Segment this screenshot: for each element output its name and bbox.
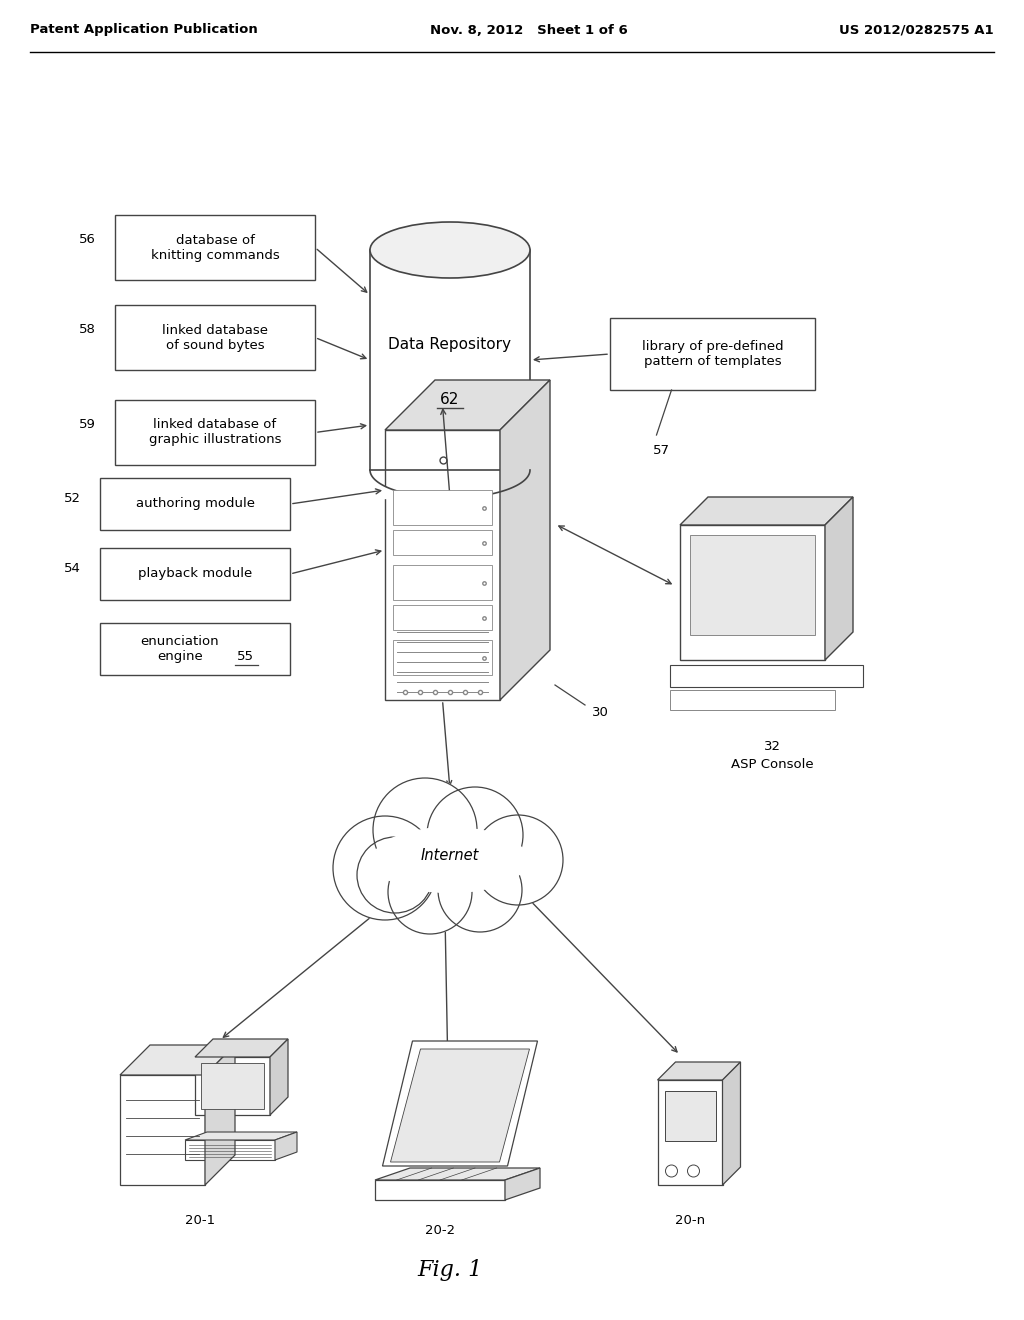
Text: 54: 54 <box>63 562 81 576</box>
Bar <box>393 640 492 675</box>
Text: Data Repository: Data Repository <box>388 338 512 352</box>
Ellipse shape <box>373 828 527 892</box>
Text: 55: 55 <box>237 651 254 664</box>
Text: Nov. 8, 2012   Sheet 1 of 6: Nov. 8, 2012 Sheet 1 of 6 <box>430 24 628 37</box>
Polygon shape <box>505 1168 540 1200</box>
Bar <box>610 318 815 389</box>
Bar <box>115 400 315 465</box>
Text: 32: 32 <box>764 741 781 754</box>
Bar <box>370 249 530 470</box>
Polygon shape <box>270 1039 288 1115</box>
Polygon shape <box>825 498 853 660</box>
Polygon shape <box>680 498 853 525</box>
Polygon shape <box>500 380 550 700</box>
Text: 20-2: 20-2 <box>425 1224 455 1237</box>
Bar <box>393 531 492 554</box>
Text: 56: 56 <box>79 234 95 246</box>
Bar <box>375 1180 505 1200</box>
Bar <box>120 1074 205 1185</box>
Bar <box>185 1140 275 1160</box>
Text: 52: 52 <box>63 492 81 506</box>
Circle shape <box>438 847 522 932</box>
Circle shape <box>687 1166 699 1177</box>
Polygon shape <box>385 380 550 430</box>
Text: 20-1: 20-1 <box>185 1213 215 1226</box>
Text: database of
knitting commands: database of knitting commands <box>151 234 280 261</box>
Text: authoring module: authoring module <box>135 498 255 511</box>
Bar <box>680 525 825 660</box>
Bar <box>201 1063 264 1109</box>
Text: Patent Application Publication: Patent Application Publication <box>30 24 258 37</box>
Text: 58: 58 <box>79 323 95 337</box>
Polygon shape <box>375 1168 540 1180</box>
Text: linked database
of sound bytes: linked database of sound bytes <box>162 323 268 351</box>
Circle shape <box>666 1166 678 1177</box>
Bar <box>393 490 492 525</box>
Bar <box>195 1057 270 1115</box>
Bar <box>115 305 315 370</box>
Circle shape <box>427 787 523 883</box>
Circle shape <box>473 814 563 906</box>
Text: US 2012/0282575 A1: US 2012/0282575 A1 <box>840 24 994 37</box>
Polygon shape <box>723 1063 740 1185</box>
Circle shape <box>357 837 433 913</box>
Polygon shape <box>275 1133 297 1160</box>
Polygon shape <box>390 1049 529 1162</box>
Ellipse shape <box>370 222 530 279</box>
Text: 57: 57 <box>653 444 670 457</box>
Text: Fig. 1: Fig. 1 <box>418 1259 482 1280</box>
Polygon shape <box>195 1039 288 1057</box>
Text: Internet: Internet <box>421 847 479 862</box>
Polygon shape <box>383 1041 538 1166</box>
Bar <box>100 478 290 531</box>
Text: 62: 62 <box>440 392 460 408</box>
Text: 59: 59 <box>79 418 95 432</box>
Polygon shape <box>185 1133 297 1140</box>
Text: library of pre-defined
pattern of templates: library of pre-defined pattern of templa… <box>642 341 783 368</box>
Bar <box>670 665 863 686</box>
Bar <box>657 1080 723 1185</box>
Circle shape <box>333 816 437 920</box>
Text: playback module: playback module <box>138 568 252 581</box>
Polygon shape <box>120 1045 234 1074</box>
Polygon shape <box>205 1045 234 1185</box>
Text: ASP Console: ASP Console <box>731 758 814 771</box>
Bar <box>670 690 835 710</box>
Text: 30: 30 <box>592 706 608 719</box>
Bar <box>385 430 500 700</box>
Bar <box>690 535 815 635</box>
Polygon shape <box>657 1063 740 1080</box>
Text: 20-n: 20-n <box>675 1213 706 1226</box>
Bar <box>100 623 290 675</box>
Text: enunciation
engine: enunciation engine <box>140 635 219 663</box>
Circle shape <box>388 850 472 935</box>
Bar <box>393 605 492 630</box>
Text: linked database of
graphic illustrations: linked database of graphic illustrations <box>148 418 282 446</box>
Bar <box>665 1090 716 1140</box>
Bar <box>393 565 492 601</box>
Bar <box>100 548 290 601</box>
Bar <box>115 215 315 280</box>
Circle shape <box>373 777 477 882</box>
